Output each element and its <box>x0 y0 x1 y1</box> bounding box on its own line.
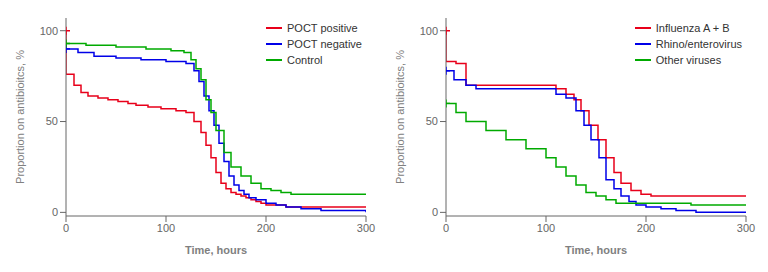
html-text:Other viruses: Other viruses <box>655 54 722 66</box>
html-text:POCT positive: POCT positive <box>287 22 358 34</box>
svg-text:200: 200 <box>637 222 655 234</box>
svg-text:300: 300 <box>737 222 755 234</box>
svg-text:50: 50 <box>46 115 58 127</box>
svg-text:200: 200 <box>257 222 275 234</box>
svg-text:0: 0 <box>432 206 438 218</box>
html-text:Influenza A + B: Influenza A + B <box>655 22 730 34</box>
html-text:POCT negative: POCT negative <box>287 38 362 50</box>
html-text:Rhino/enterovirus: Rhino/enterovirus <box>655 38 742 50</box>
svg-text:0: 0 <box>52 206 58 218</box>
svg-text:Proportion on antibioitcs, %: Proportion on antibioitcs, % <box>394 50 406 184</box>
svg-text:100: 100 <box>537 222 555 234</box>
svg-text:300: 300 <box>357 222 375 234</box>
html-text:Control: Control <box>287 54 323 66</box>
svg-text:50: 50 <box>426 115 438 127</box>
svg-text:100: 100 <box>420 25 438 37</box>
svg-text:100: 100 <box>157 222 175 234</box>
svg-text:Time, hours: Time, hours <box>565 244 627 256</box>
svg-text:0: 0 <box>443 222 449 234</box>
svg-text:100: 100 <box>40 25 58 37</box>
svg-text:Proportion on antibioitcs, %: Proportion on antibioitcs, % <box>14 50 26 184</box>
svg-text:Time, hours: Time, hours <box>185 244 247 256</box>
svg-text:0: 0 <box>63 222 69 234</box>
